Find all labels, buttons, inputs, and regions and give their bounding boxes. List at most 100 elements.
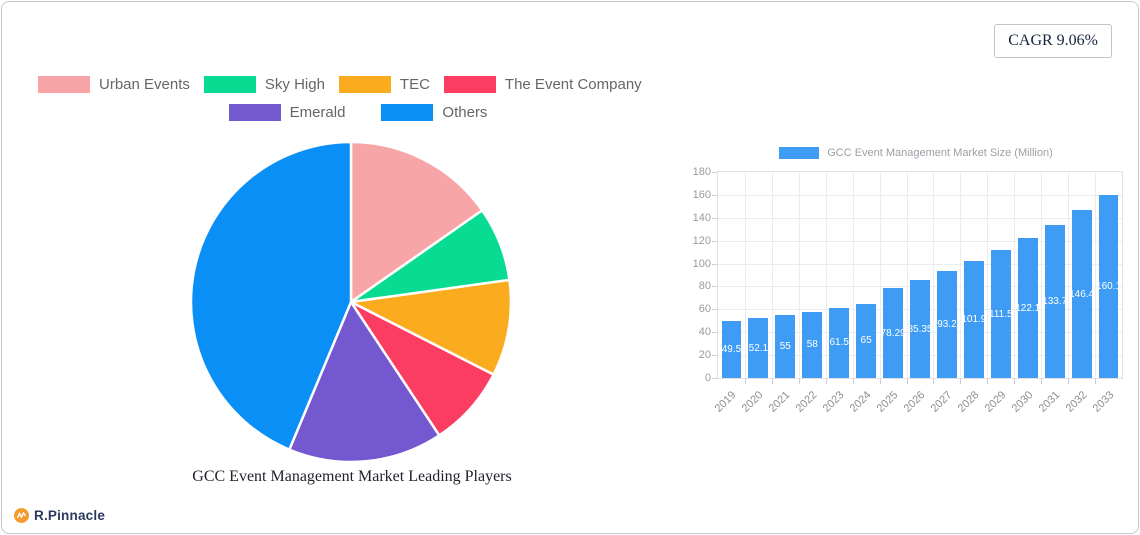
bar-2032: 146.4 xyxy=(1071,210,1092,378)
bar-2029: 111.5 xyxy=(990,250,1011,378)
pie-legend-item-the-event-company[interactable]: The Event Company xyxy=(443,76,642,93)
y-tick-mark xyxy=(712,172,717,173)
x-tick-mark xyxy=(852,379,854,384)
y-tick-label: 100 xyxy=(692,257,711,270)
bar-2031: 133.7 xyxy=(1044,225,1065,378)
gridline xyxy=(987,172,989,378)
bar-value-label: 78.29 xyxy=(883,327,904,339)
pie-slice-emerald xyxy=(288,300,441,464)
pie-slice-tec xyxy=(349,278,513,376)
zigzag-line-icon xyxy=(17,512,26,519)
gridline xyxy=(1014,172,1016,378)
brand-name: R.Pinnacle xyxy=(34,508,106,523)
y-tick-mark xyxy=(712,355,717,357)
x-tick-mark xyxy=(906,379,908,384)
y-tick-label: 140 xyxy=(692,211,711,224)
x-tick-mark xyxy=(1014,379,1016,384)
x-tick-mark xyxy=(825,379,827,384)
bar-value-label: 65 xyxy=(860,335,872,347)
bar-chart-plot-area: 0 20 40 60 80 100 120 140 160 180 49.5 52.1 55 58 61.5… xyxy=(693,166,1123,384)
cagr-badge: CAGR 9.06% xyxy=(994,24,1112,58)
gridline xyxy=(718,217,1122,219)
pie-legend-item-emerald[interactable]: Emerald xyxy=(228,104,345,121)
legend-swatch xyxy=(338,76,391,93)
pie-legend-row-1: Urban Events Sky High TEC The Event Company xyxy=(38,76,678,93)
bar-value-label: 101.9 xyxy=(963,314,984,326)
legend-label: The Event Company xyxy=(504,76,642,93)
x-tick-mark xyxy=(744,379,746,384)
bar-legend-swatch xyxy=(779,147,820,159)
y-tick-mark xyxy=(712,332,717,334)
bar-chart: GCC Event Management Market Size (Millio… xyxy=(693,145,1130,415)
gridline xyxy=(798,172,800,378)
x-tick-mark xyxy=(1095,379,1097,384)
bar-2033: 160.1 xyxy=(1098,194,1119,378)
bar-chart-x-axis-labels: 2019 2020 2021 2022 2023 2024 2025 2026 2027 2028… xyxy=(713,377,1121,415)
gridline xyxy=(718,263,1122,265)
pie-legend: Urban Events Sky High TEC The Event Company… xyxy=(38,76,678,132)
bar-2022: 58 xyxy=(802,311,823,378)
pie-legend-item-tec[interactable]: TEC xyxy=(338,76,430,93)
y-tick-mark xyxy=(712,263,717,265)
bar-value-label: 49.5 xyxy=(721,344,742,356)
legend-swatch xyxy=(203,76,256,93)
y-tick-label: 160 xyxy=(692,188,711,201)
y-tick-label: 60 xyxy=(698,303,711,316)
bar-2027: 93.2 xyxy=(936,271,957,378)
bar-value-label: 55 xyxy=(779,341,791,353)
legend-swatch xyxy=(38,76,90,93)
bar-value-label: 133.7 xyxy=(1044,296,1065,307)
gridline xyxy=(960,172,962,378)
bar-value-label: 122.1 xyxy=(1017,302,1038,314)
bar-2030: 122.1 xyxy=(1017,238,1038,378)
y-tick-mark xyxy=(712,286,717,288)
pie-chart-canvas xyxy=(189,140,513,464)
pie-legend-item-others[interactable]: Others xyxy=(381,104,487,121)
bar-2025: 78.29 xyxy=(883,288,904,378)
x-tick-mark xyxy=(960,379,962,384)
x-tick-mark xyxy=(798,379,800,384)
bar-2020: 52.1 xyxy=(748,318,769,378)
y-tick-mark xyxy=(712,217,717,219)
bar-value-label: 111.5 xyxy=(990,308,1011,320)
y-tick-mark xyxy=(712,378,717,379)
gridline xyxy=(1095,172,1097,378)
y-tick-mark xyxy=(712,309,717,311)
legend-swatch xyxy=(381,104,434,121)
legend-label: Others xyxy=(442,104,488,121)
legend-label: Sky High xyxy=(264,76,325,93)
pie-slice-others xyxy=(189,140,353,451)
gridline xyxy=(744,172,746,378)
legend-label: Urban Events xyxy=(99,76,190,93)
x-tick-mark xyxy=(1041,379,1043,384)
brand-logo: R.Pinnacle xyxy=(14,508,105,523)
x-tick-mark xyxy=(933,379,935,384)
pie-legend-item-urban-events[interactable]: Urban Events xyxy=(38,76,190,93)
bar-value-label: 146.4 xyxy=(1071,288,1092,300)
bar-legend-label: GCC Event Management Market Size (Millio… xyxy=(827,147,1053,159)
gridline xyxy=(879,172,881,378)
bar-value-label: 85.35 xyxy=(910,323,930,335)
x-tick-mark xyxy=(1068,379,1070,384)
y-tick-label: 20 xyxy=(698,349,711,362)
gridline xyxy=(771,172,773,378)
gridline xyxy=(718,240,1122,242)
bar-value-label: 52.1 xyxy=(748,342,769,354)
gridline xyxy=(825,172,827,378)
pie-chart-title: GCC Event Management Market Leading Play… xyxy=(192,468,512,485)
bar-2026: 85.35 xyxy=(910,280,930,378)
y-tick-label: 40 xyxy=(698,326,711,339)
x-tick-mark xyxy=(771,379,773,384)
bar-value-label: 61.5 xyxy=(829,337,849,349)
x-tick-mark xyxy=(879,379,881,384)
bar-chart-legend[interactable]: GCC Event Management Market Size (Millio… xyxy=(702,147,1130,159)
y-tick-label: 120 xyxy=(692,234,711,247)
y-tick-mark xyxy=(712,194,717,196)
bar-2028: 101.9 xyxy=(963,261,984,378)
legend-label: TEC xyxy=(399,76,430,93)
pie-legend-item-sky-high[interactable]: Sky High xyxy=(203,76,325,93)
bar-value-label: 93.2 xyxy=(937,319,957,331)
gridline xyxy=(1041,172,1043,378)
